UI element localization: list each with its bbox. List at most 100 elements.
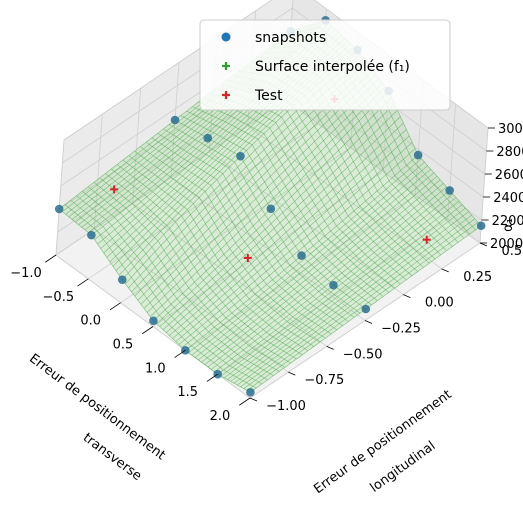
surface-patch — [290, 346, 309, 359]
surface-patch — [220, 134, 240, 149]
surface-patch — [205, 212, 224, 234]
surface-patch — [182, 130, 202, 145]
surface-patch — [167, 173, 186, 190]
snapshot-point — [203, 133, 213, 143]
surface-patch — [420, 193, 439, 210]
surface-patch — [116, 258, 135, 280]
surface-patch — [312, 205, 331, 226]
surface-patch — [378, 215, 397, 233]
surface-patch — [182, 266, 201, 288]
surface-patch — [202, 315, 221, 332]
surface-patch — [126, 198, 145, 215]
surface-patch — [158, 289, 177, 310]
y-tick-label: −0.25 — [381, 322, 421, 337]
surface-patch — [188, 245, 206, 267]
surface-patch — [377, 163, 395, 186]
surface-patch — [404, 241, 423, 256]
surface-patch — [133, 227, 152, 247]
surface-patch — [161, 169, 180, 185]
y-tick-mark — [326, 345, 334, 350]
surface-patch — [306, 194, 325, 216]
surface-patch — [341, 126, 360, 151]
surface-patch — [130, 165, 149, 180]
surface-patch — [261, 290, 280, 306]
surface-patch — [158, 259, 177, 281]
surface-patch — [347, 304, 366, 318]
z-tick-label: 3000 — [498, 122, 523, 137]
surface-patch — [359, 127, 377, 151]
surface-patch — [305, 130, 324, 153]
surface-patch — [298, 303, 317, 317]
surface-patch — [433, 229, 452, 245]
surface-patch — [319, 242, 338, 258]
surface-patch — [432, 206, 451, 223]
surface-patch — [318, 215, 337, 236]
surface-patch — [150, 199, 169, 217]
surface-patch — [91, 226, 110, 245]
surface-patch — [354, 212, 373, 229]
surface-patch — [260, 359, 279, 372]
surface-patch — [324, 194, 343, 216]
surface-mesh-line — [227, 200, 460, 380]
surface-patch — [406, 155, 425, 173]
surface-patch — [275, 111, 294, 133]
surface-patch — [140, 137, 159, 152]
surface-patch — [154, 164, 173, 180]
surface-patch — [127, 221, 146, 240]
surface-patch — [270, 334, 289, 348]
x-tick-mark — [174, 350, 186, 358]
surface-patch — [222, 152, 241, 168]
surface-patch — [250, 115, 270, 131]
surface-patch — [353, 115, 371, 139]
surface-patch — [287, 312, 306, 326]
surface-patch — [230, 251, 248, 271]
surface-patch — [207, 127, 227, 142]
surface-patch — [226, 119, 245, 135]
surface-patch — [325, 248, 344, 264]
surface-patch — [347, 173, 366, 195]
surface-patch — [247, 220, 266, 241]
surface-mesh-line — [198, 168, 431, 361]
surface-patch — [111, 169, 131, 184]
surface-patch — [246, 155, 265, 178]
surface-patch — [193, 223, 212, 246]
surface-patch — [266, 363, 286, 376]
surface-patch — [295, 236, 314, 256]
surface-patch — [106, 183, 125, 198]
surface-mesh-line — [207, 179, 441, 368]
surface-patch — [257, 325, 276, 340]
surface-mesh-line — [165, 116, 401, 333]
surface-patch — [288, 195, 307, 217]
surface-patch — [463, 218, 482, 235]
surface-patch — [323, 303, 342, 317]
surface-patch — [205, 179, 223, 202]
surface-patch — [217, 200, 236, 223]
surface-patch — [389, 182, 408, 200]
surface-patch — [257, 118, 276, 134]
surface-patch — [329, 108, 348, 130]
surface-patch — [356, 257, 375, 272]
test-point — [422, 235, 431, 244]
legend: snapshots Surface interpolée (f₁) Test — [199, 19, 451, 111]
surface-patch — [251, 319, 270, 335]
surface-patch — [141, 155, 160, 170]
surface-patch — [253, 229, 272, 249]
surface-patch — [395, 189, 414, 207]
surface-patch — [232, 123, 251, 138]
surface-patch — [207, 298, 226, 316]
surface-patch — [280, 306, 299, 322]
surface-patch — [438, 190, 456, 207]
surface-patch — [258, 176, 277, 199]
surface-patch — [210, 163, 229, 180]
surface-patch — [313, 235, 332, 252]
surface-patch — [147, 301, 166, 321]
surface-patch — [347, 105, 366, 127]
z-tick-label: 2400 — [493, 191, 523, 206]
surface-patch — [178, 334, 197, 351]
surface-patch — [115, 231, 134, 251]
surface-patch — [222, 351, 241, 366]
surface-patch — [78, 215, 97, 230]
surface-patch — [311, 109, 330, 131]
surface-patch — [267, 295, 286, 311]
